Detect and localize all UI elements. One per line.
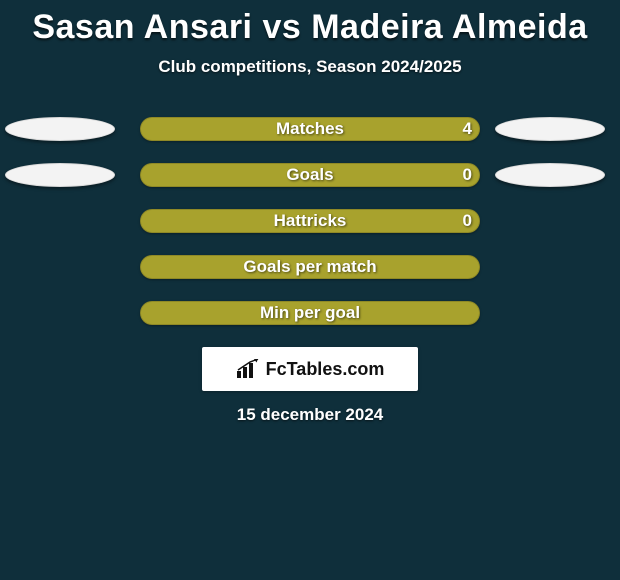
bar-right bbox=[140, 209, 480, 233]
stat-row: Goals0 bbox=[0, 155, 620, 201]
page-title: Sasan Ansari vs Madeira Almeida bbox=[0, 8, 620, 47]
date-label: 15 december 2024 bbox=[0, 405, 620, 425]
bar-chart-icon bbox=[236, 359, 260, 379]
bar-right bbox=[140, 117, 480, 141]
bar-right-wrap bbox=[140, 163, 480, 187]
bar-right-wrap bbox=[140, 117, 480, 141]
subtitle: Club competitions, Season 2024/2025 bbox=[0, 57, 620, 77]
content: Sasan Ansari vs Madeira Almeida Club com… bbox=[0, 0, 620, 425]
bar-right-wrap bbox=[140, 301, 480, 325]
bar-right bbox=[140, 255, 480, 279]
player1-bubble bbox=[5, 163, 115, 187]
player1-bubble bbox=[5, 117, 115, 141]
stat-row: Hattricks0 bbox=[0, 201, 620, 247]
bar-right bbox=[140, 163, 480, 187]
stat-row: Matches4 bbox=[0, 109, 620, 155]
brand-logo: FcTables.com bbox=[202, 347, 418, 391]
player2-bubble bbox=[495, 117, 605, 141]
player2-bubble bbox=[495, 163, 605, 187]
brand-text: FcTables.com bbox=[266, 359, 385, 380]
bar-right bbox=[140, 301, 480, 325]
stat-row: Goals per match bbox=[0, 247, 620, 293]
stat-row: Min per goal bbox=[0, 293, 620, 339]
bar-right-wrap bbox=[140, 209, 480, 233]
stats-rows: Matches4Goals0Hattricks0Goals per matchM… bbox=[0, 109, 620, 339]
bar-right-wrap bbox=[140, 255, 480, 279]
